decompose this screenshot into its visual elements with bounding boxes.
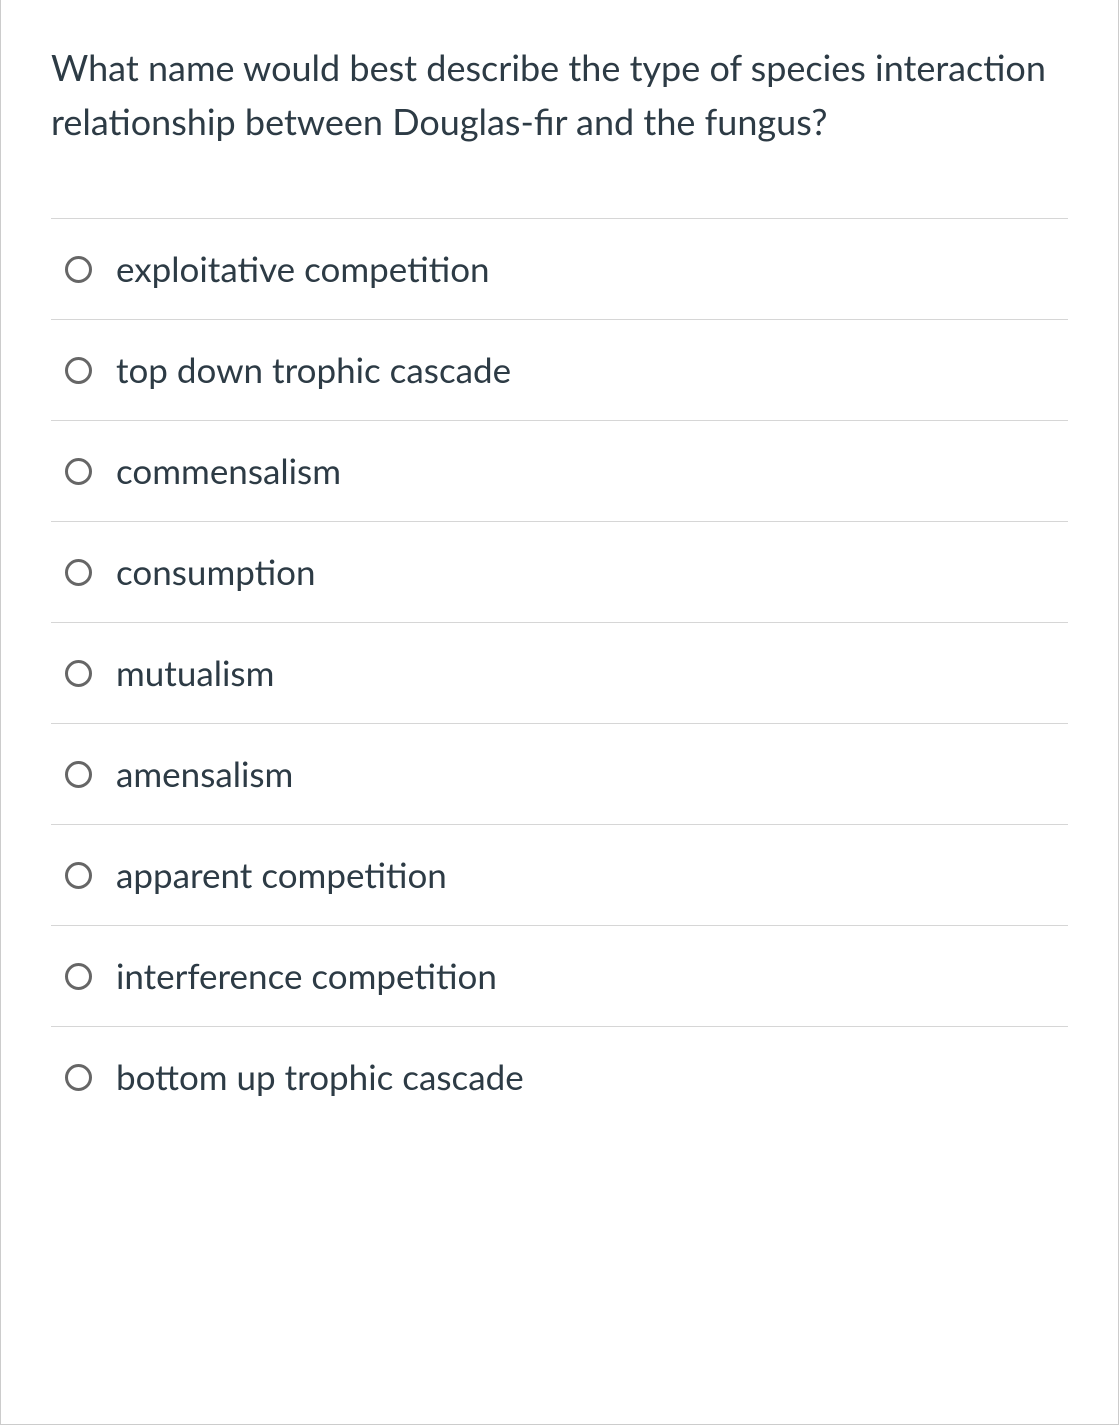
radio-icon[interactable] [65,761,92,788]
option-label[interactable]: commensalism [116,450,341,492]
option-label[interactable]: amensalism [116,753,293,795]
option-label[interactable]: exploitative competition [116,248,490,290]
radio-icon[interactable] [65,660,92,687]
option-label[interactable]: interference competition [116,955,497,997]
radio-icon[interactable] [65,357,92,384]
option-item[interactable]: apparent competition [51,824,1068,925]
option-label[interactable]: mutualism [116,652,274,694]
option-label[interactable]: bottom up trophic cascade [116,1056,524,1098]
option-label[interactable]: top down trophic cascade [116,349,511,391]
question-text: What name would best describe the type o… [51,40,1068,148]
radio-icon[interactable] [65,559,92,586]
quiz-container: What name would best describe the type o… [0,0,1119,1425]
option-item[interactable]: commensalism [51,420,1068,521]
option-item[interactable]: interference competition [51,925,1068,1026]
option-item[interactable]: bottom up trophic cascade [51,1026,1068,1098]
radio-icon[interactable] [65,963,92,990]
option-item[interactable]: consumption [51,521,1068,622]
radio-icon[interactable] [65,1064,92,1091]
option-item[interactable]: mutualism [51,622,1068,723]
options-list: exploitative competition top down trophi… [51,218,1068,1098]
option-item[interactable]: top down trophic cascade [51,319,1068,420]
option-label[interactable]: consumption [116,551,316,593]
radio-icon[interactable] [65,458,92,485]
option-label[interactable]: apparent competition [116,854,447,896]
option-item[interactable]: exploitative competition [51,218,1068,319]
radio-icon[interactable] [65,862,92,889]
radio-icon[interactable] [65,256,92,283]
option-item[interactable]: amensalism [51,723,1068,824]
